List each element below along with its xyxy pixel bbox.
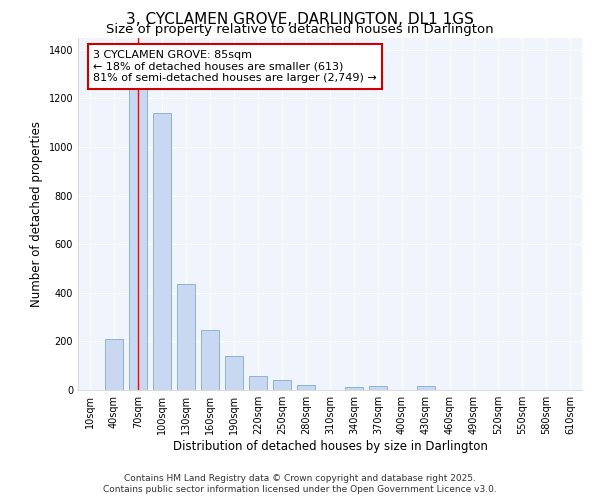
Bar	[201, 330, 219, 390]
Text: 3 CYCLAMEN GROVE: 85sqm
← 18% of detached houses are smaller (613)
81% of semi-d: 3 CYCLAMEN GROVE: 85sqm ← 18% of detache…	[93, 50, 377, 83]
Bar	[225, 356, 243, 390]
Bar	[177, 284, 195, 390]
Bar	[273, 380, 291, 390]
Y-axis label: Number of detached properties: Number of detached properties	[30, 120, 43, 306]
X-axis label: Distribution of detached houses by size in Darlington: Distribution of detached houses by size …	[173, 440, 487, 453]
Bar	[297, 384, 315, 390]
Bar	[345, 387, 363, 390]
Text: 3, CYCLAMEN GROVE, DARLINGTON, DL1 1GS: 3, CYCLAMEN GROVE, DARLINGTON, DL1 1GS	[126, 12, 474, 27]
Text: Size of property relative to detached houses in Darlington: Size of property relative to detached ho…	[106, 24, 494, 36]
Bar	[129, 62, 147, 390]
Bar	[417, 386, 435, 390]
Bar	[369, 386, 387, 390]
Bar	[105, 339, 123, 390]
Text: Contains HM Land Registry data © Crown copyright and database right 2025.
Contai: Contains HM Land Registry data © Crown c…	[103, 474, 497, 494]
Bar	[249, 376, 267, 390]
Bar	[153, 113, 171, 390]
